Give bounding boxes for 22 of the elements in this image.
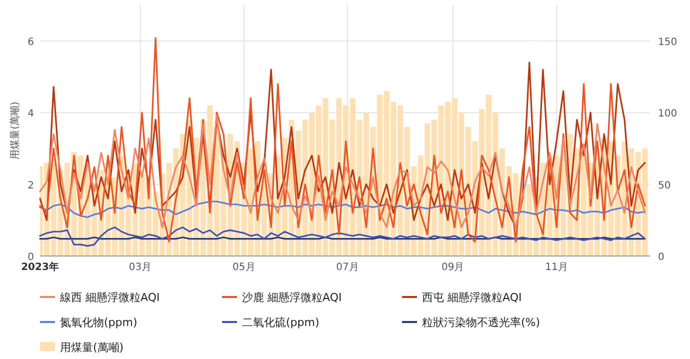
y-tick-label: 2 — [28, 180, 34, 192]
x-tick-label: 03月 — [128, 262, 152, 273]
legend-label: 二氧化硫(ppm) — [242, 316, 320, 329]
y2-tick-label: 150 — [658, 36, 678, 48]
y-tick-label: 4 — [28, 108, 34, 120]
x-tick-label: 2023年 — [21, 261, 59, 273]
legend-label: 西屯 細懸浮微粒AQI — [422, 291, 522, 304]
legend-label: 粒狀污染物不透光率(%) — [422, 316, 540, 329]
y-tick-label: 0 — [28, 252, 34, 263]
y-tick-label: 6 — [28, 36, 34, 48]
legend-label: 線西 細懸浮微粒AQI — [59, 291, 160, 304]
y2-tick-label: 100 — [658, 108, 678, 120]
legend-label: 用煤量(萬噸) — [60, 341, 124, 354]
legend-label: 氮氧化物(ppm) — [60, 316, 138, 329]
y-axis-title: 用煤量(萬噸) — [9, 102, 21, 160]
x-tick-label: 09月 — [442, 262, 464, 273]
x-tick-label: 05月 — [232, 262, 256, 273]
legend-label: 沙鹿 細懸浮微粒AQI — [242, 291, 342, 304]
y2-tick-label: 50 — [658, 180, 671, 192]
x-tick-label: 07月 — [336, 262, 359, 273]
y2-tick-label: 0 — [658, 252, 664, 263]
x-tick-label: 11月 — [545, 262, 568, 273]
